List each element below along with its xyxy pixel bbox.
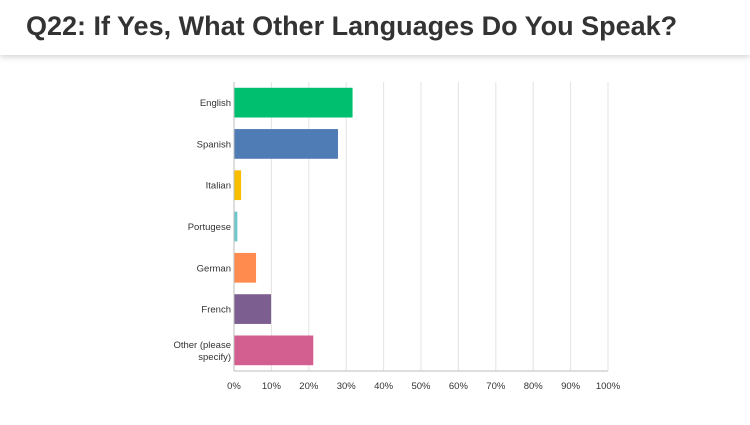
category-label: Portugese [188, 222, 231, 233]
x-tick-label: 40% [374, 381, 394, 392]
bar-french [234, 294, 272, 324]
bar-english [234, 87, 353, 118]
x-tick-label: 90% [561, 381, 581, 392]
x-tick-label: 50% [411, 381, 431, 392]
x-tick-label: 100% [596, 381, 621, 392]
category-label: specify) [198, 352, 231, 363]
x-tick-label: 20% [299, 381, 319, 392]
bar-other-please-specify [234, 335, 314, 366]
title-bar: Q22: If Yes, What Other Languages Do You… [0, 0, 750, 55]
category-label: German [197, 263, 231, 274]
x-tick-label: 60% [449, 381, 469, 392]
bar-german [234, 252, 257, 283]
category-label: Italian [206, 181, 231, 192]
x-tick-label: 10% [262, 381, 282, 392]
category-label: French [201, 305, 231, 316]
page-title: Q22: If Yes, What Other Languages Do You… [26, 11, 678, 41]
bar-spanish [234, 129, 338, 159]
category-label: Spanish [197, 139, 231, 150]
x-tick-label: 30% [337, 381, 357, 392]
category-label: English [200, 98, 231, 109]
x-tick-label: 80% [524, 381, 544, 392]
bar-portugese [234, 211, 238, 242]
bar-italian [234, 170, 242, 201]
x-tick-label: 0% [227, 381, 241, 392]
category-label: Other (please [173, 340, 231, 351]
x-tick-label: 70% [486, 381, 506, 392]
